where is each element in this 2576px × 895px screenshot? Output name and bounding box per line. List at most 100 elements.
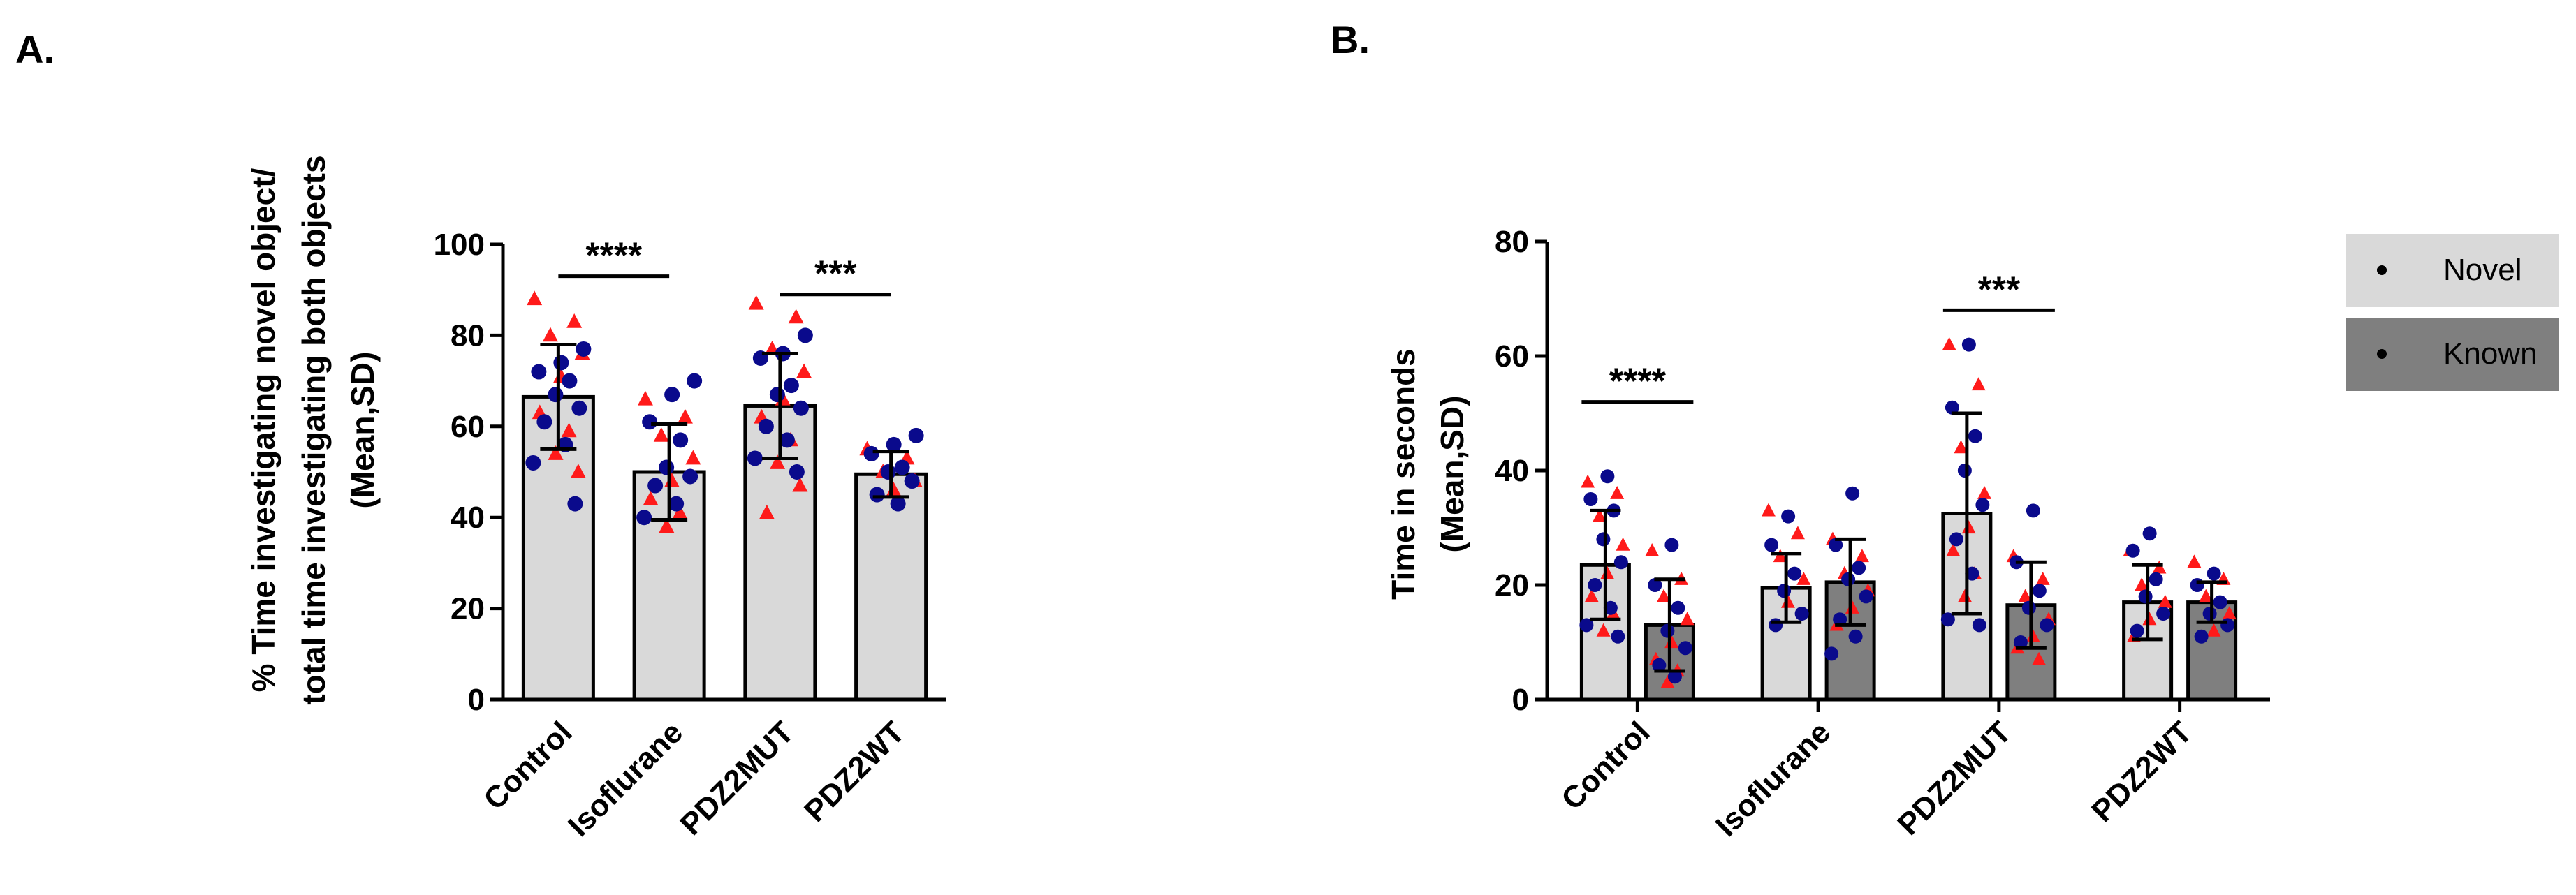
b-point-navy bbox=[1824, 646, 1839, 661]
a-category-label: Isoflurane bbox=[562, 715, 689, 843]
a-point-navy bbox=[747, 450, 763, 466]
b-significance-label: **** bbox=[1609, 362, 1667, 402]
a-point-navy bbox=[783, 378, 799, 394]
a-point-red bbox=[677, 408, 693, 424]
a-point-navy bbox=[793, 400, 809, 416]
b-point-red bbox=[1610, 486, 1625, 499]
b-point-red bbox=[2135, 577, 2149, 591]
b-point-navy bbox=[2125, 543, 2140, 558]
b-point-navy bbox=[1600, 469, 1615, 484]
b-point-navy bbox=[1613, 555, 1628, 570]
chart-a: 0 20 40 60 80 100 % Time investigating novel o… bbox=[245, 155, 946, 843]
b-point-red bbox=[1592, 508, 1607, 522]
a-point-navy bbox=[673, 432, 689, 448]
a-point-navy bbox=[531, 364, 547, 380]
b-point-red bbox=[2199, 589, 2213, 602]
panel-label-b: B. bbox=[1331, 17, 1370, 61]
b-point-navy bbox=[2194, 629, 2209, 644]
a-point-navy bbox=[536, 414, 552, 430]
b-point-navy bbox=[1940, 612, 1955, 627]
b-point-navy bbox=[2149, 572, 2163, 586]
a-y-axis-label: (Mean,SD) bbox=[344, 352, 381, 509]
a-y-tick-label: 40 bbox=[451, 501, 485, 535]
b-category-label: PDZ2WT bbox=[2085, 715, 2199, 829]
a-point-navy bbox=[647, 478, 664, 494]
b-point-navy bbox=[2026, 503, 2040, 518]
b-point-navy bbox=[1769, 618, 1783, 633]
b-point-navy bbox=[1945, 400, 1959, 415]
a-point-red bbox=[748, 295, 764, 310]
b-y-tick-label: 80 bbox=[1495, 225, 1529, 259]
b-point-navy bbox=[1852, 561, 1866, 575]
legend-label: Known bbox=[2443, 336, 2538, 371]
b-point-navy bbox=[1671, 600, 1685, 615]
b-point-navy bbox=[1678, 641, 1692, 656]
b-point-navy bbox=[1777, 584, 1792, 598]
b-point-red bbox=[2152, 560, 2167, 574]
a-point-navy bbox=[886, 436, 902, 452]
b-point-navy bbox=[1596, 532, 1611, 547]
b-point-navy bbox=[1660, 623, 1675, 638]
a-point-navy bbox=[890, 496, 906, 512]
b-point-red bbox=[1773, 549, 1787, 563]
b-point-navy bbox=[1949, 532, 1963, 547]
b-point-red bbox=[1616, 537, 1630, 551]
b-point-red bbox=[1761, 503, 1776, 517]
a-point-navy bbox=[576, 341, 592, 357]
b-point-navy bbox=[2220, 618, 2235, 633]
b-point-navy bbox=[2207, 566, 2221, 581]
a-point-red bbox=[770, 454, 786, 469]
chart-b: 0 20 40 60 80 Time in seconds (Mean,SD) Control… bbox=[1385, 225, 2270, 843]
a-point-red bbox=[566, 313, 583, 328]
b-point-red bbox=[2158, 594, 2172, 608]
a-point-red bbox=[653, 427, 669, 442]
b-point-navy bbox=[2190, 578, 2204, 592]
b-point-navy bbox=[1975, 498, 1990, 512]
a-y-tick-label: 100 bbox=[434, 228, 485, 262]
a-point-red bbox=[759, 504, 775, 519]
b-point-navy bbox=[1667, 670, 1682, 684]
b-y-tick-label: 60 bbox=[1495, 339, 1529, 373]
b-point-red bbox=[1584, 589, 1599, 602]
a-point-navy bbox=[904, 473, 920, 489]
a-point-red bbox=[796, 363, 812, 378]
b-point-red bbox=[2018, 589, 2033, 602]
b-point-navy bbox=[1848, 629, 1863, 644]
b-point-navy bbox=[1859, 589, 1873, 604]
a-y-tick-label: 80 bbox=[451, 318, 485, 353]
a-point-navy bbox=[789, 464, 805, 480]
a-y-tick-label: 60 bbox=[451, 410, 485, 444]
a-point-navy bbox=[636, 510, 652, 526]
b-category-label: PDZ2MUT bbox=[1891, 715, 2018, 842]
b-point-red bbox=[2035, 572, 2050, 585]
b-point-navy bbox=[2032, 584, 2047, 598]
a-point-navy bbox=[880, 464, 896, 480]
a-point-red bbox=[672, 504, 688, 519]
a-bar bbox=[854, 472, 928, 702]
b-y-tick-label: 40 bbox=[1495, 454, 1529, 488]
a-y-axis-label: total time investigating both objects bbox=[295, 155, 332, 704]
b-y-tick-label: 20 bbox=[1495, 568, 1529, 602]
b-point-red bbox=[2187, 554, 2202, 568]
b-point-navy bbox=[1833, 612, 1847, 627]
legend-marker bbox=[2377, 349, 2387, 359]
b-category-label: Isoflurane bbox=[1709, 715, 1837, 843]
b-point-navy bbox=[2130, 623, 2144, 638]
b-y-axis-label: Time in seconds bbox=[1385, 348, 1421, 600]
b-point-navy bbox=[1781, 509, 1796, 524]
a-point-navy bbox=[758, 418, 774, 434]
a-point-red bbox=[643, 491, 659, 506]
b-point-navy bbox=[1588, 578, 1602, 592]
b-point-navy bbox=[2021, 600, 2036, 615]
b-category-label: Control bbox=[1555, 715, 1656, 816]
b-point-navy bbox=[1794, 607, 1809, 621]
b-y-axis-label: (Mean,SD) bbox=[1434, 396, 1470, 553]
a-point-navy bbox=[571, 400, 587, 416]
a-point-navy bbox=[664, 387, 680, 403]
a-point-navy bbox=[562, 373, 578, 389]
a-point-navy bbox=[553, 355, 569, 371]
b-point-red bbox=[1790, 526, 1805, 540]
b-point-red bbox=[1942, 336, 1956, 350]
a-point-navy bbox=[863, 445, 879, 461]
